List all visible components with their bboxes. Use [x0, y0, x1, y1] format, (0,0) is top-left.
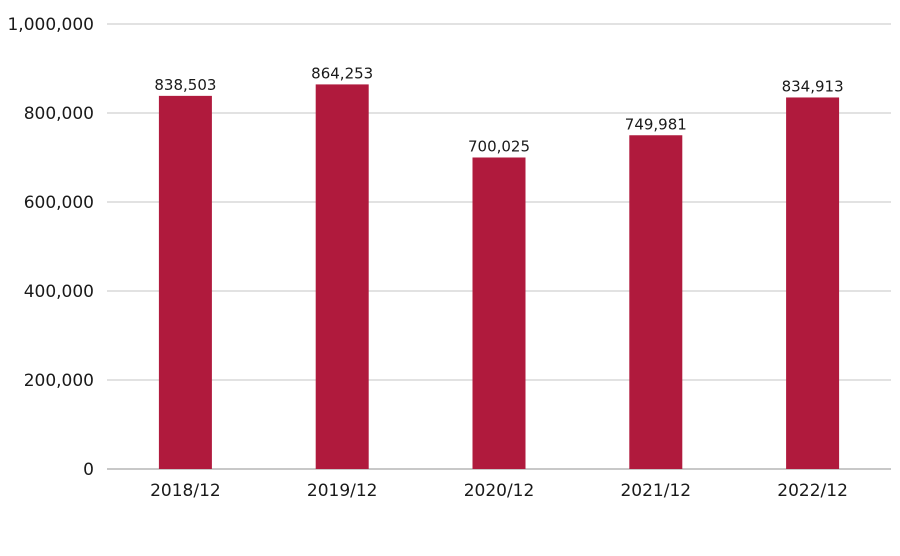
y-tick-label: 0 — [83, 460, 94, 480]
y-tick-label: 200,000 — [24, 371, 94, 391]
bar — [629, 135, 683, 469]
bar — [158, 95, 212, 470]
x-tick-label: 2019/12 — [307, 481, 378, 501]
y-tick-label: 800,000 — [24, 104, 94, 124]
bar-value-label: 838,503 — [154, 76, 216, 94]
bar — [315, 84, 369, 470]
x-tick-label: 2020/12 — [464, 481, 535, 501]
bar-value-label: 834,913 — [782, 77, 844, 95]
bar-value-label: 864,253 — [311, 64, 373, 82]
bar-value-labels: 838,503 864,253 700,025 749,981 834,913 — [154, 64, 843, 155]
x-tick-label: 2022/12 — [777, 481, 848, 501]
bar — [472, 157, 526, 469]
x-axis-tick-labels: 2018/12 2019/12 2020/12 2021/12 2022/12 — [150, 481, 848, 501]
bar-value-label: 700,025 — [468, 137, 530, 155]
y-tick-label: 400,000 — [24, 282, 94, 302]
y-tick-label: 1,000,000 — [7, 15, 94, 35]
y-axis-tick-labels: 0 200,000 400,000 600,000 800,000 1,000,000 — [7, 15, 94, 480]
bars — [158, 84, 840, 470]
bar-value-label: 749,981 — [625, 115, 687, 133]
x-tick-label: 2021/12 — [620, 481, 691, 501]
bar — [786, 97, 840, 469]
x-tick-label: 2018/12 — [150, 481, 221, 501]
y-tick-label: 600,000 — [24, 193, 94, 213]
